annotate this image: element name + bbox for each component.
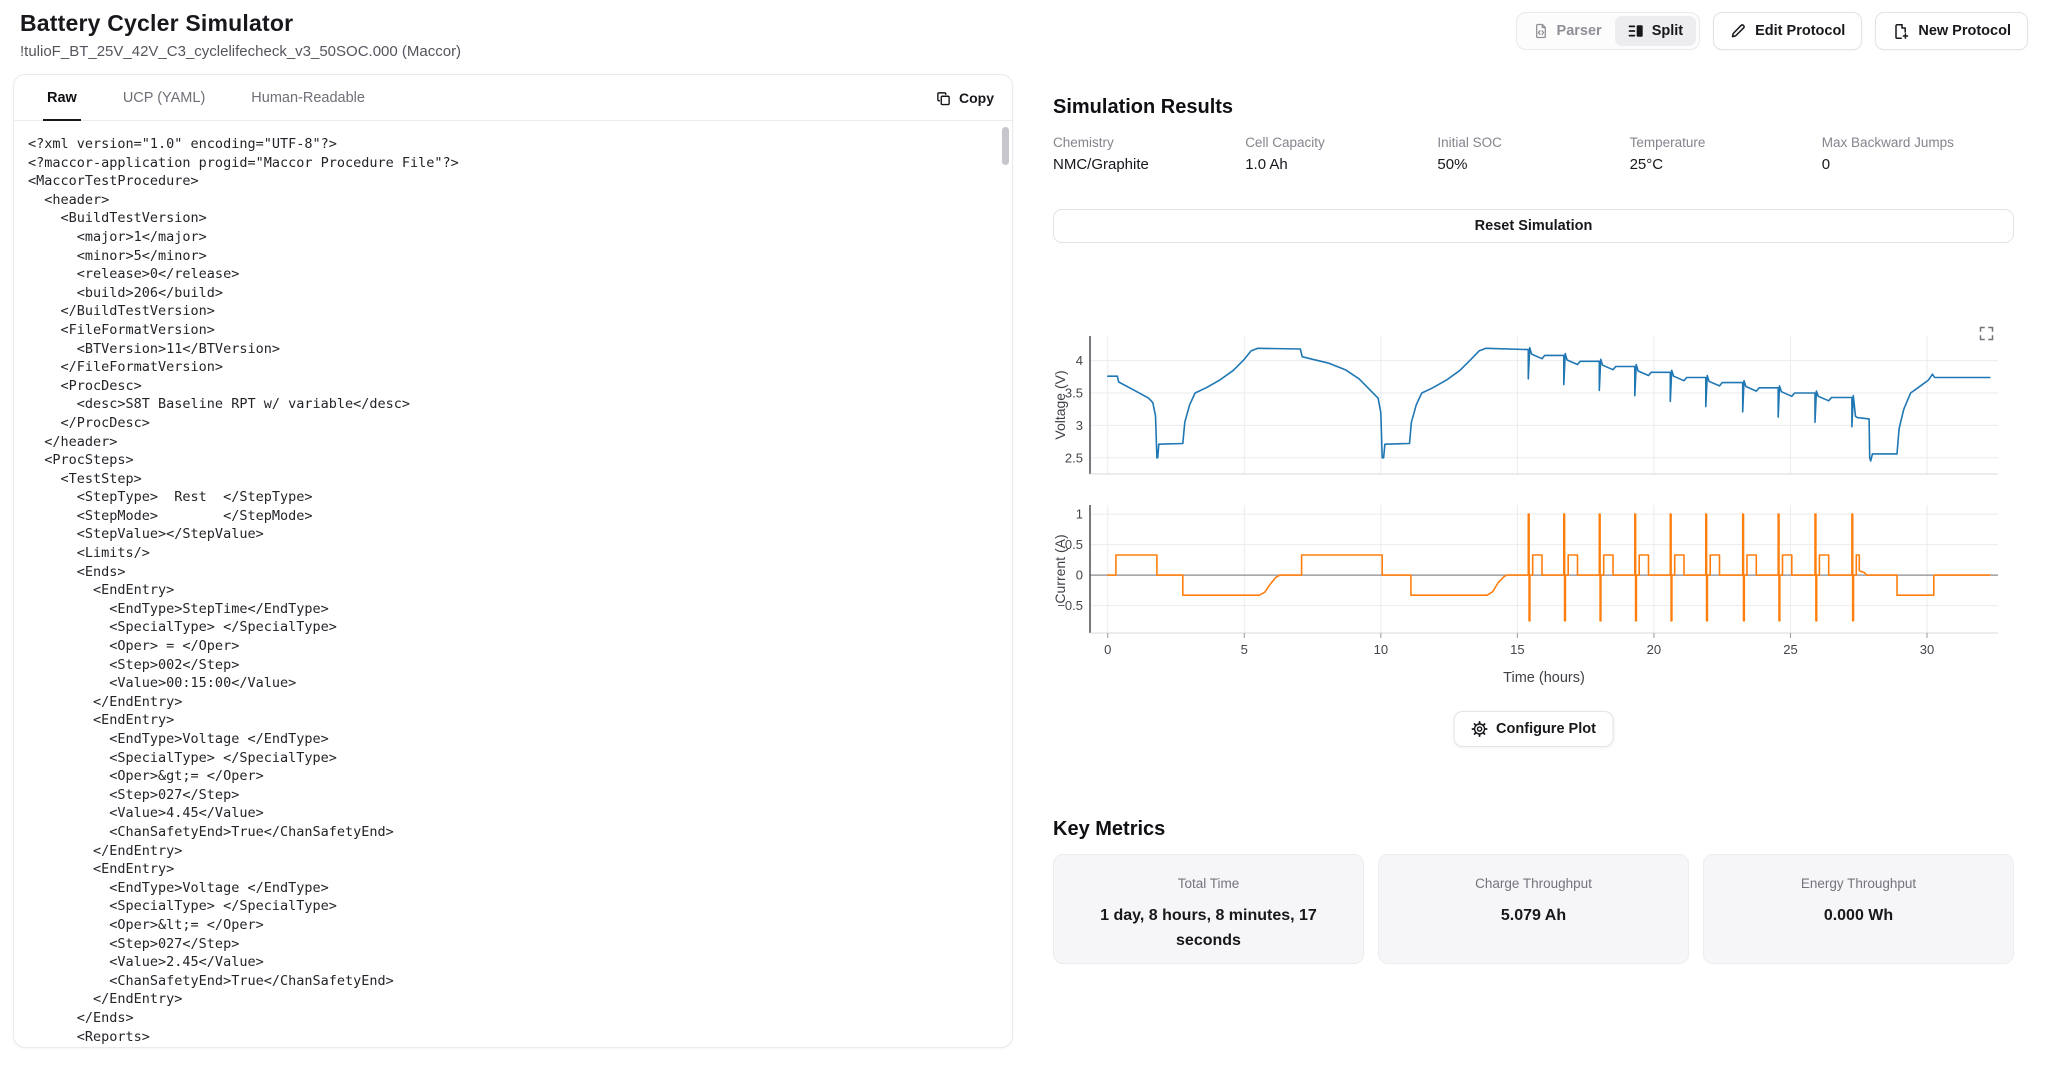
page-title: Battery Cycler Simulator	[20, 10, 294, 36]
new-protocol-label: New Protocol	[1918, 23, 2011, 39]
tab-human-readable-label: Human-Readable	[251, 89, 365, 106]
param-label: Max Backward Jumps	[1821, 135, 1954, 150]
configure-plot-button[interactable]: Configure Plot	[1453, 711, 1614, 747]
key-metrics-title: Key Metrics	[1053, 818, 1166, 840]
param-initial-soc: Initial SOC 50%	[1437, 135, 1629, 173]
svg-text:Current (A): Current (A)	[1053, 534, 1068, 603]
pencil-icon	[1730, 23, 1746, 39]
split-view-icon	[1628, 23, 1644, 39]
voltage-chart[interactable]: 2.5 3 3.5 4 Voltage (V)	[1052, 318, 2014, 494]
param-temperature: Temperature 25°C	[1630, 135, 1822, 173]
param-max-backward-jumps: Max Backward Jumps 0	[1822, 135, 2014, 173]
param-label: Temperature	[1629, 135, 1706, 150]
reset-simulation-button[interactable]: Reset Simulation	[1053, 209, 2014, 243]
protocol-viewer-tabbar: Raw UCP (YAML) Human-Readable Copy	[14, 75, 1012, 121]
protocol-xml-code: <?xml version="1.0" encoding="UTF-8"?> <…	[28, 136, 459, 1045]
current-chart[interactable]: −0.5 0 0.5 1 0 5 10 15 20 25 30 Current (A) Time (ho…	[1052, 494, 2014, 690]
new-protocol-button[interactable]: New Protocol	[1875, 12, 2028, 50]
param-value: 1.0 Ah	[1245, 156, 1288, 173]
param-cell-capacity: Cell Capacity 1.0 Ah	[1245, 135, 1437, 173]
fullscreen-icon	[1979, 326, 1994, 341]
copy-button[interactable]: Copy	[936, 75, 994, 121]
svg-text:1: 1	[1076, 507, 1083, 522]
edit-protocol-label: Edit Protocol	[1755, 23, 1846, 39]
svg-text:4: 4	[1076, 353, 1083, 368]
metric-label: Energy Throughput	[1800, 876, 1917, 891]
metric-label: Total Time	[1177, 876, 1240, 891]
svg-text:25: 25	[1783, 642, 1797, 657]
svg-text:0: 0	[1076, 568, 1083, 583]
metric-value: 1 day, 8 hours, 8 minutes, 17 seconds	[1100, 907, 1317, 949]
code-scroll-area[interactable]: <?xml version="1.0" encoding="UTF-8"?> <…	[14, 121, 1012, 1047]
svg-text:15: 15	[1510, 642, 1524, 657]
param-value: 50%	[1437, 156, 1468, 173]
file-code-icon	[1533, 23, 1549, 39]
view-mode-toggle: Parser Split	[1515, 12, 1701, 50]
svg-text:3: 3	[1076, 418, 1083, 433]
svg-text:−0.5: −0.5	[1057, 598, 1083, 613]
gear-icon	[1471, 721, 1488, 737]
copy-icon	[936, 91, 951, 106]
simulation-params: Chemistry NMC/Graphite Cell Capacity 1.0…	[1053, 135, 2014, 173]
tab-ucp-yaml[interactable]: UCP (YAML)	[113, 75, 215, 120]
tab-human-readable[interactable]: Human-Readable	[241, 75, 375, 120]
svg-text:0: 0	[1104, 642, 1111, 657]
view-mode-split-label: Split	[1651, 23, 1684, 39]
key-metrics-cards: Total Time 1 day, 8 hours, 8 minutes, 17…	[1053, 854, 2014, 964]
metric-value: 0.000 Wh	[1823, 907, 1894, 924]
view-mode-split[interactable]: Split	[1614, 16, 1697, 46]
metric-label: Charge Throughput	[1475, 876, 1592, 891]
svg-text:3.5: 3.5	[1065, 386, 1083, 401]
voltage-plot-svg: 2.5 3 3.5 4 Voltage (V)	[1052, 336, 1998, 475]
param-chemistry: Chemistry NMC/Graphite	[1053, 135, 1245, 173]
header-actions: Parser Split Edit Protocol	[1515, 12, 2028, 50]
param-label: Cell Capacity	[1245, 135, 1325, 150]
tab-ucp-yaml-label: UCP (YAML)	[122, 89, 206, 106]
metric-value: 5.079 Ah	[1500, 907, 1567, 924]
simulation-results-title: Simulation Results	[1053, 96, 1234, 118]
view-mode-parser-label: Parser	[1556, 23, 1602, 39]
param-value: 25°C	[1629, 156, 1664, 173]
param-label: Initial SOC	[1437, 135, 1502, 150]
param-value: 0	[1821, 156, 1831, 173]
configure-plot-label: Configure Plot	[1496, 721, 1596, 737]
svg-text:Voltage (V): Voltage (V)	[1053, 370, 1068, 439]
copy-label: Copy	[959, 90, 994, 106]
view-mode-parser[interactable]: Parser	[1520, 16, 1615, 46]
param-label: Chemistry	[1053, 135, 1114, 150]
edit-protocol-button[interactable]: Edit Protocol	[1713, 12, 1863, 50]
svg-text:5: 5	[1241, 642, 1248, 657]
svg-text:0.5: 0.5	[1065, 537, 1083, 552]
protocol-viewer-card: Raw UCP (YAML) Human-Readable Copy <?xml…	[13, 74, 1013, 1048]
tab-raw-label: Raw	[47, 89, 77, 106]
svg-text:30: 30	[1920, 642, 1934, 657]
svg-text:10: 10	[1374, 642, 1388, 657]
svg-text:2.5: 2.5	[1065, 450, 1083, 465]
metric-energy-throughput: Energy Throughput 0.000 Wh	[1703, 854, 2014, 964]
simulation-results-panel: Simulation Results Chemistry NMC/Graphit…	[1052, 0, 2014, 1067]
protocol-filename: !tulioF_BT_25V_42V_C3_cyclelifecheck_v3_…	[20, 43, 462, 60]
svg-text:20: 20	[1647, 642, 1661, 657]
expand-chart-button[interactable]	[1975, 322, 1997, 344]
file-plus-icon	[1892, 23, 1909, 40]
metric-total-time: Total Time 1 day, 8 hours, 8 minutes, 17…	[1053, 854, 1364, 964]
metric-charge-throughput: Charge Throughput 5.079 Ah	[1378, 854, 1689, 964]
scrollbar-thumb[interactable]	[1002, 127, 1009, 165]
svg-text:Time (hours): Time (hours)	[1503, 670, 1585, 686]
tab-raw[interactable]: Raw	[37, 75, 87, 121]
param-value: NMC/Graphite	[1053, 156, 1149, 173]
